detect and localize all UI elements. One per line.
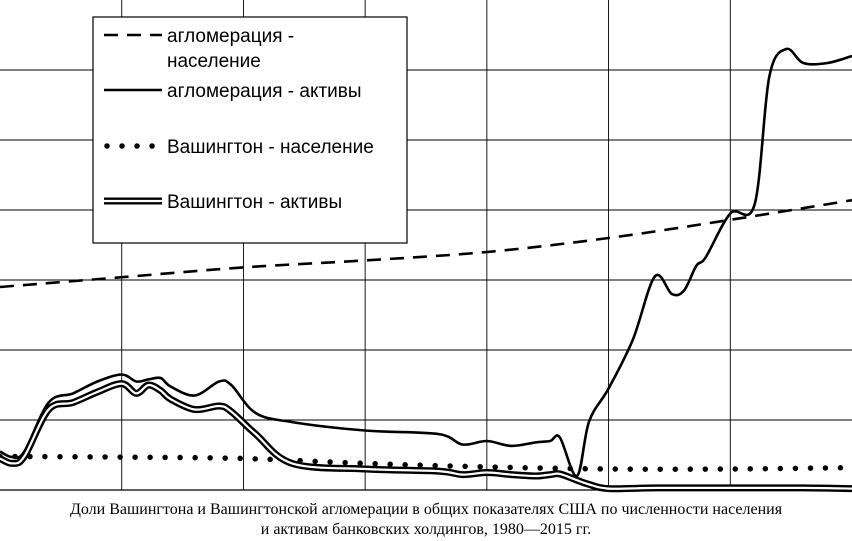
legend-label-aggl-assets: агломерация - активы <box>167 81 362 102</box>
legend-label-aggl-pop-2: население <box>167 51 261 72</box>
series-2-line <box>0 47 852 478</box>
series-4-line-inner <box>0 382 852 490</box>
legend-label-aggl-pop-1: агломерация - <box>167 26 294 47</box>
caption-line-1: Доли Вашингтона и Вашингтонской агломера… <box>69 501 783 518</box>
series-4-line-outer <box>0 380 852 493</box>
series-layer <box>0 47 852 493</box>
figure-caption: Доли Вашингтона и Вашингтонской агломера… <box>0 500 852 540</box>
series-1-line <box>0 198 852 289</box>
legend-label-wash-assets: Вашингтон - активы <box>167 192 342 213</box>
legend: агломерация - население агломерация - ак… <box>92 16 408 244</box>
chart: агломерация - население агломерация - ак… <box>0 0 852 493</box>
caption-line-2: и активам банковских холдингов, 1980—201… <box>260 521 592 538</box>
legend-label-wash-pop: Вашингтон - население <box>167 137 374 158</box>
legend-box <box>92 16 408 244</box>
series-3-line <box>0 453 852 472</box>
